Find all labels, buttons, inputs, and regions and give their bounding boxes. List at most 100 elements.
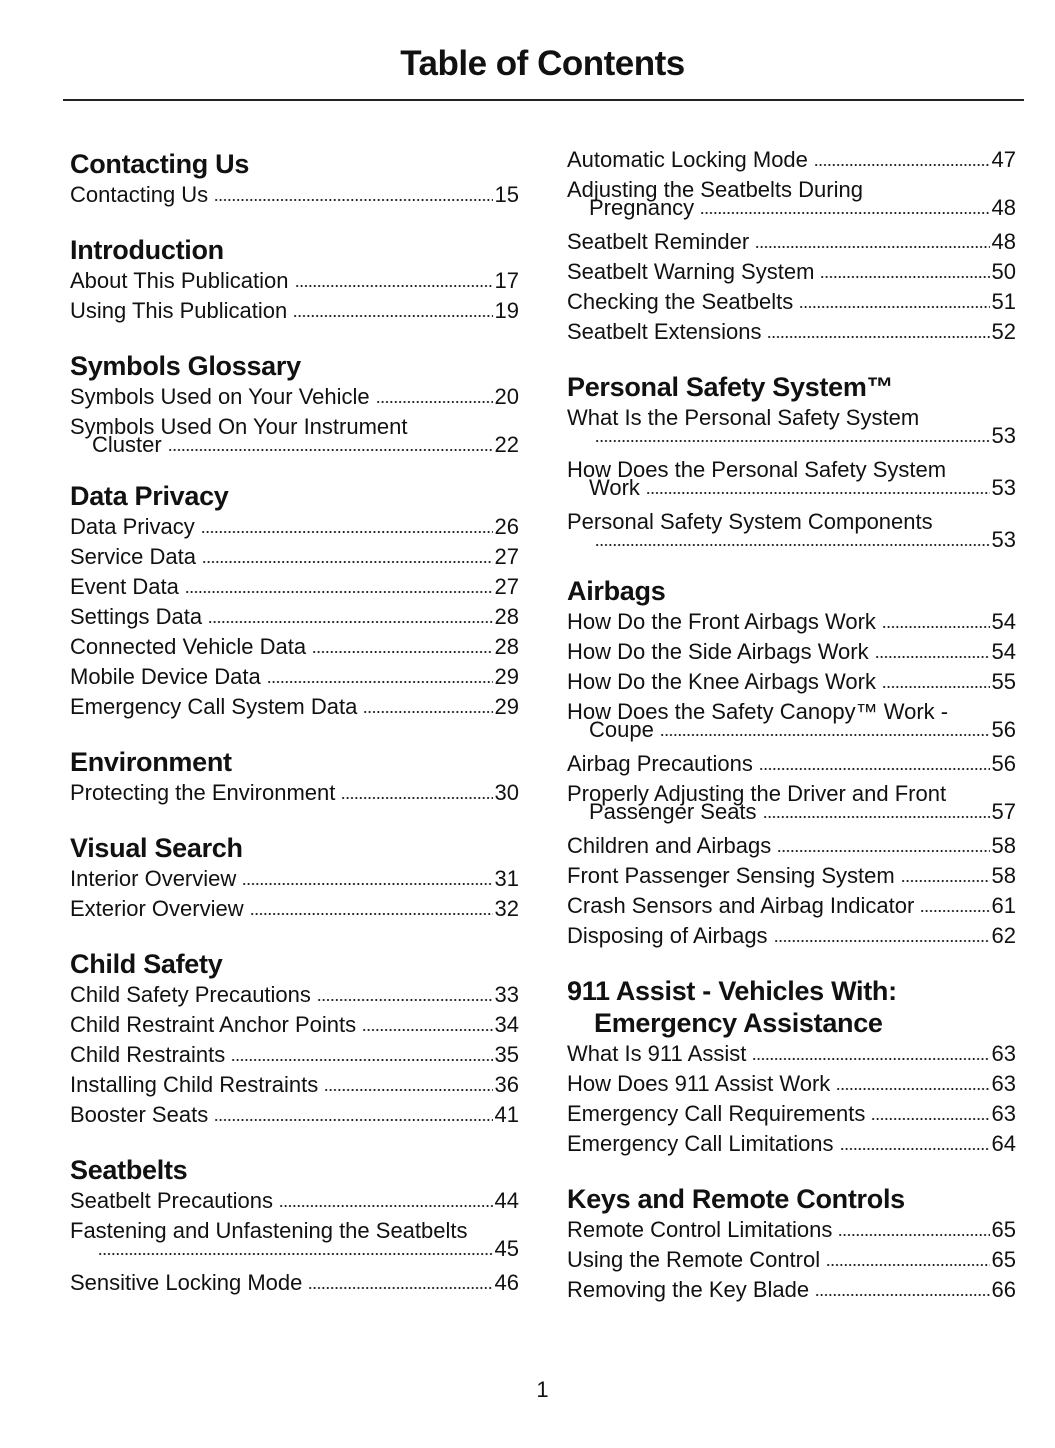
toc-entry[interactable]: Mobile Device Data 29	[70, 662, 519, 692]
dot-leader	[98, 1246, 493, 1256]
toc-entry[interactable]: Using This Publication 19	[70, 296, 519, 326]
section-heading-text: Data Privacy	[70, 481, 229, 511]
section-heading[interactable]: Contacting Us	[70, 148, 519, 180]
toc-entry[interactable]: Seatbelt Reminder 48	[567, 227, 1016, 257]
toc-entry[interactable]: How Do the Side Airbags Work 54	[567, 637, 1016, 667]
toc-entry-title: How Does the Safety Canopy™ Work -	[567, 699, 949, 724]
toc-entry[interactable]: How Do the Front Airbags Work 54	[567, 607, 1016, 637]
toc-entry[interactable]: Contacting Us 15	[70, 180, 519, 210]
section-heading[interactable]: Data Privacy	[70, 480, 519, 512]
toc-entry-line: Emergency Call Limitations 64	[567, 1129, 1016, 1159]
section-heading[interactable]: Child Safety	[70, 948, 519, 980]
toc-entry[interactable]: Booster Seats 41	[70, 1100, 519, 1130]
toc-entry[interactable]: Interior Overview 31	[70, 864, 519, 894]
section-heading[interactable]: Airbags	[567, 575, 1016, 607]
toc-entry-page: 62	[991, 923, 1016, 948]
dot-leader	[799, 299, 990, 309]
toc-entry[interactable]: Removing the Key Blade 66	[567, 1275, 1016, 1305]
toc-entry[interactable]: Emergency Call System Data 29	[70, 692, 519, 722]
toc-entry-page: 29	[494, 694, 519, 719]
section-heading[interactable]: Personal Safety System™	[567, 371, 1016, 403]
toc-entry[interactable]: Connected Vehicle Data 28	[70, 632, 519, 662]
dot-leader	[838, 1227, 990, 1237]
toc-entry-title-line2: Coupe	[589, 717, 654, 742]
toc-entry[interactable]: What Is the Personal Safety System 53	[567, 403, 1016, 447]
toc-entry-line: Disposing of Airbags 62	[567, 921, 1016, 951]
toc-entry-page: 63	[991, 1041, 1016, 1066]
section-heading-text: Visual Search	[70, 833, 243, 863]
toc-entry-title: What Is 911 Assist	[567, 1041, 747, 1066]
toc-entry-title: Child Restraints	[70, 1042, 226, 1067]
section-heading-text: Symbols Glossary	[70, 351, 301, 381]
toc-entry[interactable]: What Is 911 Assist 63	[567, 1039, 1016, 1069]
toc-entry[interactable]: Emergency Call Limitations 64	[567, 1129, 1016, 1159]
section-heading[interactable]: Symbols Glossary	[70, 350, 519, 382]
section-heading[interactable]: Seatbelts	[70, 1154, 519, 1186]
section-heading[interactable]: Keys and Remote Controls	[567, 1183, 1016, 1215]
section-heading-text: Contacting Us	[70, 149, 250, 179]
toc-entry[interactable]: About This Publication 17	[70, 266, 519, 296]
toc-entry[interactable]: Child Restraint Anchor Points 34	[70, 1010, 519, 1040]
toc-entry[interactable]: Personal Safety System Components 53	[567, 507, 1016, 551]
toc-entry[interactable]: Seatbelt Warning System 50	[567, 257, 1016, 287]
toc-entry-line: Settings Data 28	[70, 602, 519, 632]
toc-entry[interactable]: Event Data 27	[70, 572, 519, 602]
toc-entry[interactable]: Service Data 27	[70, 542, 519, 572]
toc-entry-page: 51	[991, 289, 1016, 314]
toc-entry-title: Front Passenger Sensing System	[567, 863, 895, 888]
toc-entry[interactable]: Emergency Call Requirements 63	[567, 1099, 1016, 1129]
toc-entry[interactable]: Crash Sensors and Airbag Indicator 61	[567, 891, 1016, 921]
toc-entry-line: Fastening and Unfastening the Seatbelts	[70, 1216, 519, 1246]
toc-entry[interactable]: Remote Control Limitations 65	[567, 1215, 1016, 1245]
toc-entry[interactable]: Settings Data 28	[70, 602, 519, 632]
toc-entry[interactable]: Protecting the Environment 30	[70, 778, 519, 808]
toc-entry-line: Child Safety Precautions 33	[70, 980, 519, 1010]
toc-entry[interactable]: Disposing of Airbags 62	[567, 921, 1016, 951]
section-heading-text: Keys and Remote Controls	[567, 1184, 905, 1214]
toc-entry-title: Seatbelt Reminder	[567, 229, 750, 254]
dot-leader	[184, 584, 493, 594]
toc-section: Personal Safety System™ What Is the Perso…	[567, 371, 1016, 551]
toc-entry-continuation: Coupe 56	[567, 719, 1016, 741]
toc-entry[interactable]: How Does the Personal Safety System Work 5…	[567, 455, 1016, 499]
toc-entry[interactable]: How Do the Knee Airbags Work 55	[567, 667, 1016, 697]
toc-entry[interactable]: Properly Adjusting the Driver and Front P…	[567, 779, 1016, 823]
toc-entry[interactable]: Children and Airbags 58	[567, 831, 1016, 861]
section-heading[interactable]: Introduction	[70, 234, 519, 266]
toc-entry-line: Interior Overview 31	[70, 864, 519, 894]
toc-entry-line: Airbag Precautions 56	[567, 749, 1016, 779]
section-heading-text: Introduction	[70, 235, 224, 265]
toc-entry[interactable]: Fastening and Unfastening the Seatbelts 4…	[70, 1216, 519, 1260]
toc-entry[interactable]: Data Privacy 26	[70, 512, 519, 542]
toc-entry[interactable]: Symbols Used on Your Vehicle 20	[70, 382, 519, 412]
toc-entry[interactable]: Seatbelt Extensions 52	[567, 317, 1016, 347]
toc-entry-page: 20	[494, 384, 519, 409]
toc-entry[interactable]: Adjusting the Seatbelts During Pregnancy 4…	[567, 175, 1016, 219]
section-heading[interactable]: Environment	[70, 746, 519, 778]
dot-leader	[881, 679, 990, 689]
section-heading[interactable]: Visual Search	[70, 832, 519, 864]
toc-entry[interactable]: Sensitive Locking Mode 46	[70, 1268, 519, 1298]
toc-entry[interactable]: Seatbelt Precautions 44	[70, 1186, 519, 1216]
toc-entry[interactable]: How Does the Safety Canopy™ Work - Coupe 5…	[567, 697, 1016, 741]
toc-entry[interactable]: Front Passenger Sensing System 58	[567, 861, 1016, 891]
section-heading[interactable]: 911 Assist - Vehicles With: Emergency Ass…	[567, 975, 1016, 1039]
toc-entry-page: 31	[494, 866, 519, 891]
dot-leader	[659, 727, 990, 737]
toc-entry[interactable]: Child Safety Precautions 33	[70, 980, 519, 1010]
toc-entry[interactable]: How Does 911 Assist Work 63	[567, 1069, 1016, 1099]
toc-entry-title: Seatbelt Warning System	[567, 259, 815, 284]
toc-entry[interactable]: Airbag Precautions 56	[567, 749, 1016, 779]
toc-entry[interactable]: Using the Remote Control 65	[567, 1245, 1016, 1275]
toc-entry[interactable]: Checking the Seatbelts 51	[567, 287, 1016, 317]
toc-entry-line: Service Data 27	[70, 542, 519, 572]
toc-entry-line: Properly Adjusting the Driver and Front	[567, 779, 1016, 809]
toc-entry[interactable]: Automatic Locking Mode 47	[567, 145, 1016, 175]
toc-entry[interactable]: Installing Child Restraints 36	[70, 1070, 519, 1100]
toc-section: Visual Search Interior Overview 31 Exterior…	[70, 832, 519, 924]
dot-leader	[645, 485, 990, 495]
toc-entry[interactable]: Exterior Overview 32	[70, 894, 519, 924]
toc-entry-title: Crash Sensors and Airbag Indicator	[567, 893, 915, 918]
toc-entry[interactable]: Symbols Used On Your Instrument Cluster 22	[70, 412, 519, 456]
toc-entry[interactable]: Child Restraints 35	[70, 1040, 519, 1070]
